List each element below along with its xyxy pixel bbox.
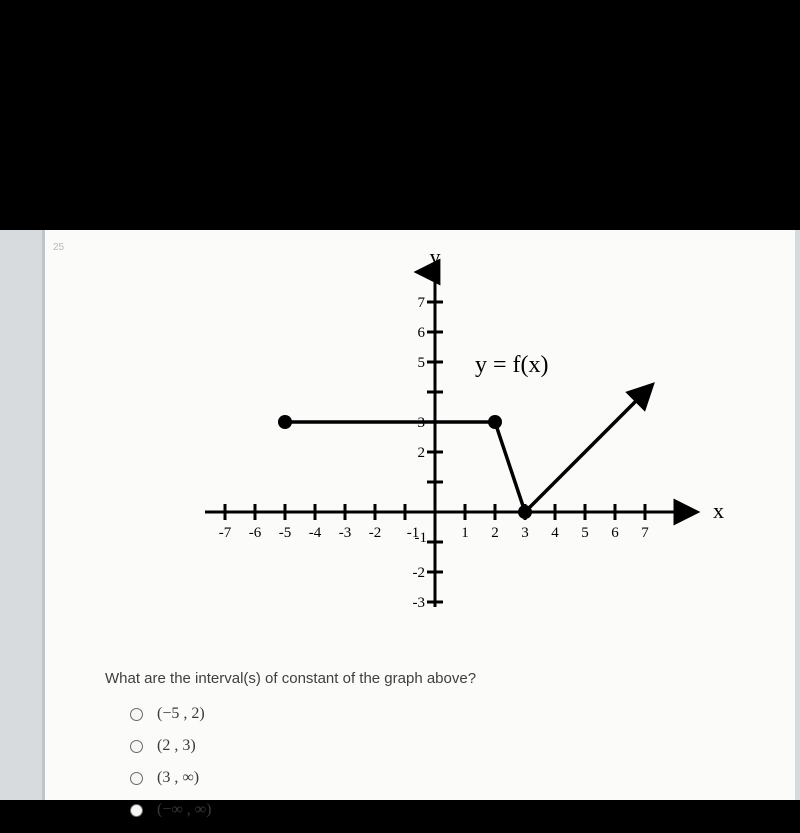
point-start <box>278 415 292 429</box>
tick-label: -2 <box>369 525 382 541</box>
radio-icon[interactable] <box>130 772 143 785</box>
option-label: (−5 , 2) <box>157 705 205 723</box>
function-graph: y x y = f(x) -7 -6 -5 -4 -3 -2 -1 1 2 3 <box>175 242 735 622</box>
segment-up <box>525 392 645 512</box>
tick-label: -4 <box>309 525 322 541</box>
y-ticks: 7 6 5 3 2 -1 -2 -3 <box>413 295 444 611</box>
question-text: What are the interval(s) of constant of … <box>105 670 476 687</box>
x-axis-label: x <box>713 498 724 523</box>
tick-label: 5 <box>581 525 589 541</box>
tick-label: 3 <box>521 525 529 541</box>
tick-label: -6 <box>249 525 262 541</box>
tick-label: -3 <box>339 525 352 541</box>
radio-icon[interactable] <box>130 740 143 753</box>
content-area: 25 <box>0 230 800 800</box>
point-vertex <box>518 505 532 519</box>
tick-label: 1 <box>461 525 469 541</box>
graph-container: y x y = f(x) -7 -6 -5 -4 -3 -2 -1 1 2 3 <box>175 242 735 622</box>
segment-down <box>495 422 525 512</box>
tick-label: -3 <box>413 595 426 611</box>
tick-label: -5 <box>279 525 292 541</box>
tick-label: 6 <box>418 325 426 341</box>
tick-label: -1 <box>415 530 428 546</box>
point-mid <box>488 415 502 429</box>
option-c[interactable]: (3 , ∞) <box>130 769 212 787</box>
tick-label: -7 <box>219 525 232 541</box>
option-a[interactable]: (−5 , 2) <box>130 705 212 723</box>
tick-label: 2 <box>418 445 426 461</box>
question-number: 25 <box>53 242 64 253</box>
function-label: y = f(x) <box>475 352 549 378</box>
tick-label: 7 <box>641 525 649 541</box>
tick-label: 4 <box>551 525 559 541</box>
options-list: (−5 , 2) (2 , 3) (3 , ∞) (−∞ , ∞) <box>130 705 212 833</box>
option-label: (2 , 3) <box>157 737 196 755</box>
radio-icon[interactable] <box>130 804 143 817</box>
option-label: (3 , ∞) <box>157 769 199 787</box>
option-d[interactable]: (−∞ , ∞) <box>130 801 212 819</box>
option-b[interactable]: (2 , 3) <box>130 737 212 755</box>
tick-label: -2 <box>413 565 426 581</box>
page: 25 <box>45 230 795 800</box>
option-label: (−∞ , ∞) <box>157 801 212 819</box>
y-axis-label: y <box>430 244 441 269</box>
tick-label: 7 <box>418 295 426 311</box>
tick-label: 5 <box>418 355 426 371</box>
tick-label: 6 <box>611 525 619 541</box>
tick-label: 2 <box>491 525 499 541</box>
radio-icon[interactable] <box>130 708 143 721</box>
